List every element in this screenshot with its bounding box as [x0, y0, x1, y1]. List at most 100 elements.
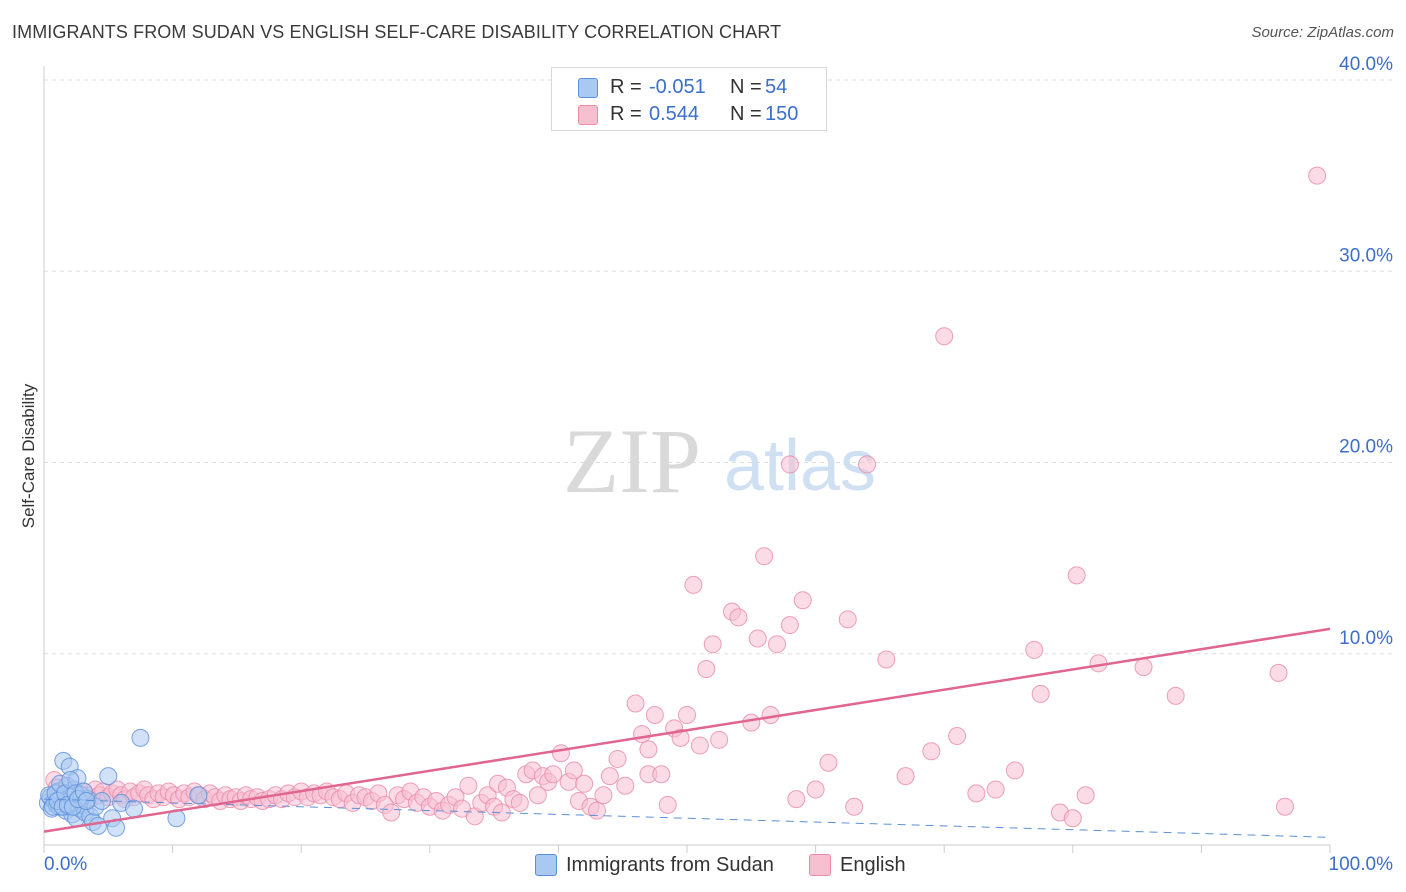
- stats-legend: R = -0.051 N = 54 R = 0.544 N = 150: [551, 67, 827, 131]
- english-point: [1067, 566, 1086, 585]
- y-tick-label: 40.0%: [1339, 54, 1393, 75]
- english-point: [616, 776, 635, 795]
- english-point: [594, 786, 613, 805]
- english-point: [510, 793, 529, 812]
- english-point: [645, 705, 664, 724]
- legend-label-sudan: Immigrants from Sudan: [566, 854, 774, 876]
- english-point: [1025, 640, 1044, 659]
- points-layer: [38, 166, 1327, 837]
- english-point: [768, 635, 787, 654]
- english-point: [639, 740, 658, 759]
- english-point: [935, 327, 954, 346]
- n-value-english: 150: [765, 103, 799, 125]
- stats-legend-row-english: R = 0.544 N = 150: [552, 101, 826, 129]
- trend-layer: [43, 627, 1331, 838]
- watermark-zip: ZIP: [563, 410, 701, 512]
- english-point: [922, 742, 941, 761]
- sudan-point: [131, 728, 150, 747]
- sudan-point: [77, 792, 96, 811]
- english-point: [780, 455, 799, 474]
- english-point: [1166, 686, 1185, 705]
- english-point: [564, 761, 583, 780]
- r-value-sudan: -0.051: [649, 76, 706, 98]
- english-point: [690, 736, 709, 755]
- x-tick-label: 0.0%: [44, 854, 87, 875]
- english-point: [967, 784, 986, 803]
- english-point: [626, 694, 645, 713]
- english-point: [780, 616, 799, 635]
- english-swatch: [578, 105, 598, 125]
- chart-title: IMMIGRANTS FROM SUDAN VS ENGLISH SELF-CA…: [12, 22, 782, 42]
- english-point: [793, 591, 812, 610]
- sudan-point: [189, 786, 208, 805]
- r-label: R =: [610, 76, 642, 98]
- english-point: [729, 608, 748, 627]
- watermark: ZIP atlas: [563, 410, 876, 512]
- english-point: [658, 795, 677, 814]
- sudan-swatch: [578, 78, 598, 98]
- watermark-atlas: atlas: [724, 426, 876, 506]
- english-point: [1031, 684, 1050, 703]
- english-point: [600, 767, 619, 786]
- english-point: [755, 547, 774, 566]
- r-label: R =: [610, 103, 642, 125]
- n-label: N =: [730, 76, 762, 98]
- english-point: [382, 803, 401, 822]
- english-point: [551, 744, 570, 763]
- english-point: [787, 790, 806, 809]
- grid-layer: [44, 79, 1392, 655]
- english-point: [684, 575, 703, 594]
- english-point: [838, 610, 857, 629]
- english-point: [1076, 786, 1095, 805]
- english-point: [459, 776, 478, 795]
- sudan-point: [125, 799, 144, 818]
- english-point: [1308, 166, 1327, 185]
- english-trend-line: [43, 627, 1331, 833]
- english-point: [858, 455, 877, 474]
- english-point: [1005, 761, 1024, 780]
- english-point: [986, 780, 1005, 799]
- english-point: [1269, 663, 1288, 682]
- y-tick-label: 30.0%: [1339, 245, 1393, 266]
- english-point: [703, 635, 722, 654]
- english-point: [748, 629, 767, 648]
- english-point: [1134, 658, 1153, 677]
- english-point: [671, 728, 690, 747]
- english-point: [697, 660, 716, 679]
- y-axis-label: Self-Care Disability: [19, 383, 38, 528]
- y-tick-label: 10.0%: [1339, 628, 1393, 649]
- english-point: [819, 753, 838, 772]
- english-point: [608, 749, 627, 768]
- english-point: [948, 726, 967, 745]
- source-credit: Source: ZipAtlas.com: [1251, 24, 1394, 41]
- english-point: [877, 650, 896, 669]
- english-point: [587, 801, 606, 820]
- series-legend: Immigrants from Sudan English: [0, 850, 1406, 880]
- english-point: [806, 780, 825, 799]
- axis-layer: 10.0% 20.0% 30.0% 40.0% 0.0% 100.0%: [43, 54, 1394, 875]
- legend-label-english: English: [840, 854, 906, 876]
- y-tick-label: 20.0%: [1339, 437, 1393, 458]
- sudan-legend-swatch: [535, 854, 557, 876]
- english-point: [632, 725, 651, 744]
- english-point: [896, 767, 915, 786]
- english-point: [845, 797, 864, 816]
- sudan-point: [99, 767, 118, 786]
- english-point: [528, 786, 547, 805]
- n-label: N =: [730, 103, 762, 125]
- english-point: [678, 705, 696, 724]
- english-point: [544, 765, 563, 784]
- x-tick-label: 100.0%: [1329, 854, 1394, 875]
- english-legend-swatch: [809, 854, 831, 876]
- english-point: [652, 765, 671, 784]
- r-value-english: 0.544: [649, 103, 700, 125]
- english-point: [710, 730, 729, 749]
- english-point: [575, 774, 594, 793]
- n-value-sudan: 54: [765, 76, 788, 98]
- english-point: [1275, 797, 1294, 816]
- stats-legend-row-sudan: R = -0.051 N = 54: [552, 74, 826, 102]
- english-point: [1063, 809, 1082, 828]
- english-point: [742, 713, 761, 732]
- sudan-trend-line: [43, 798, 1331, 838]
